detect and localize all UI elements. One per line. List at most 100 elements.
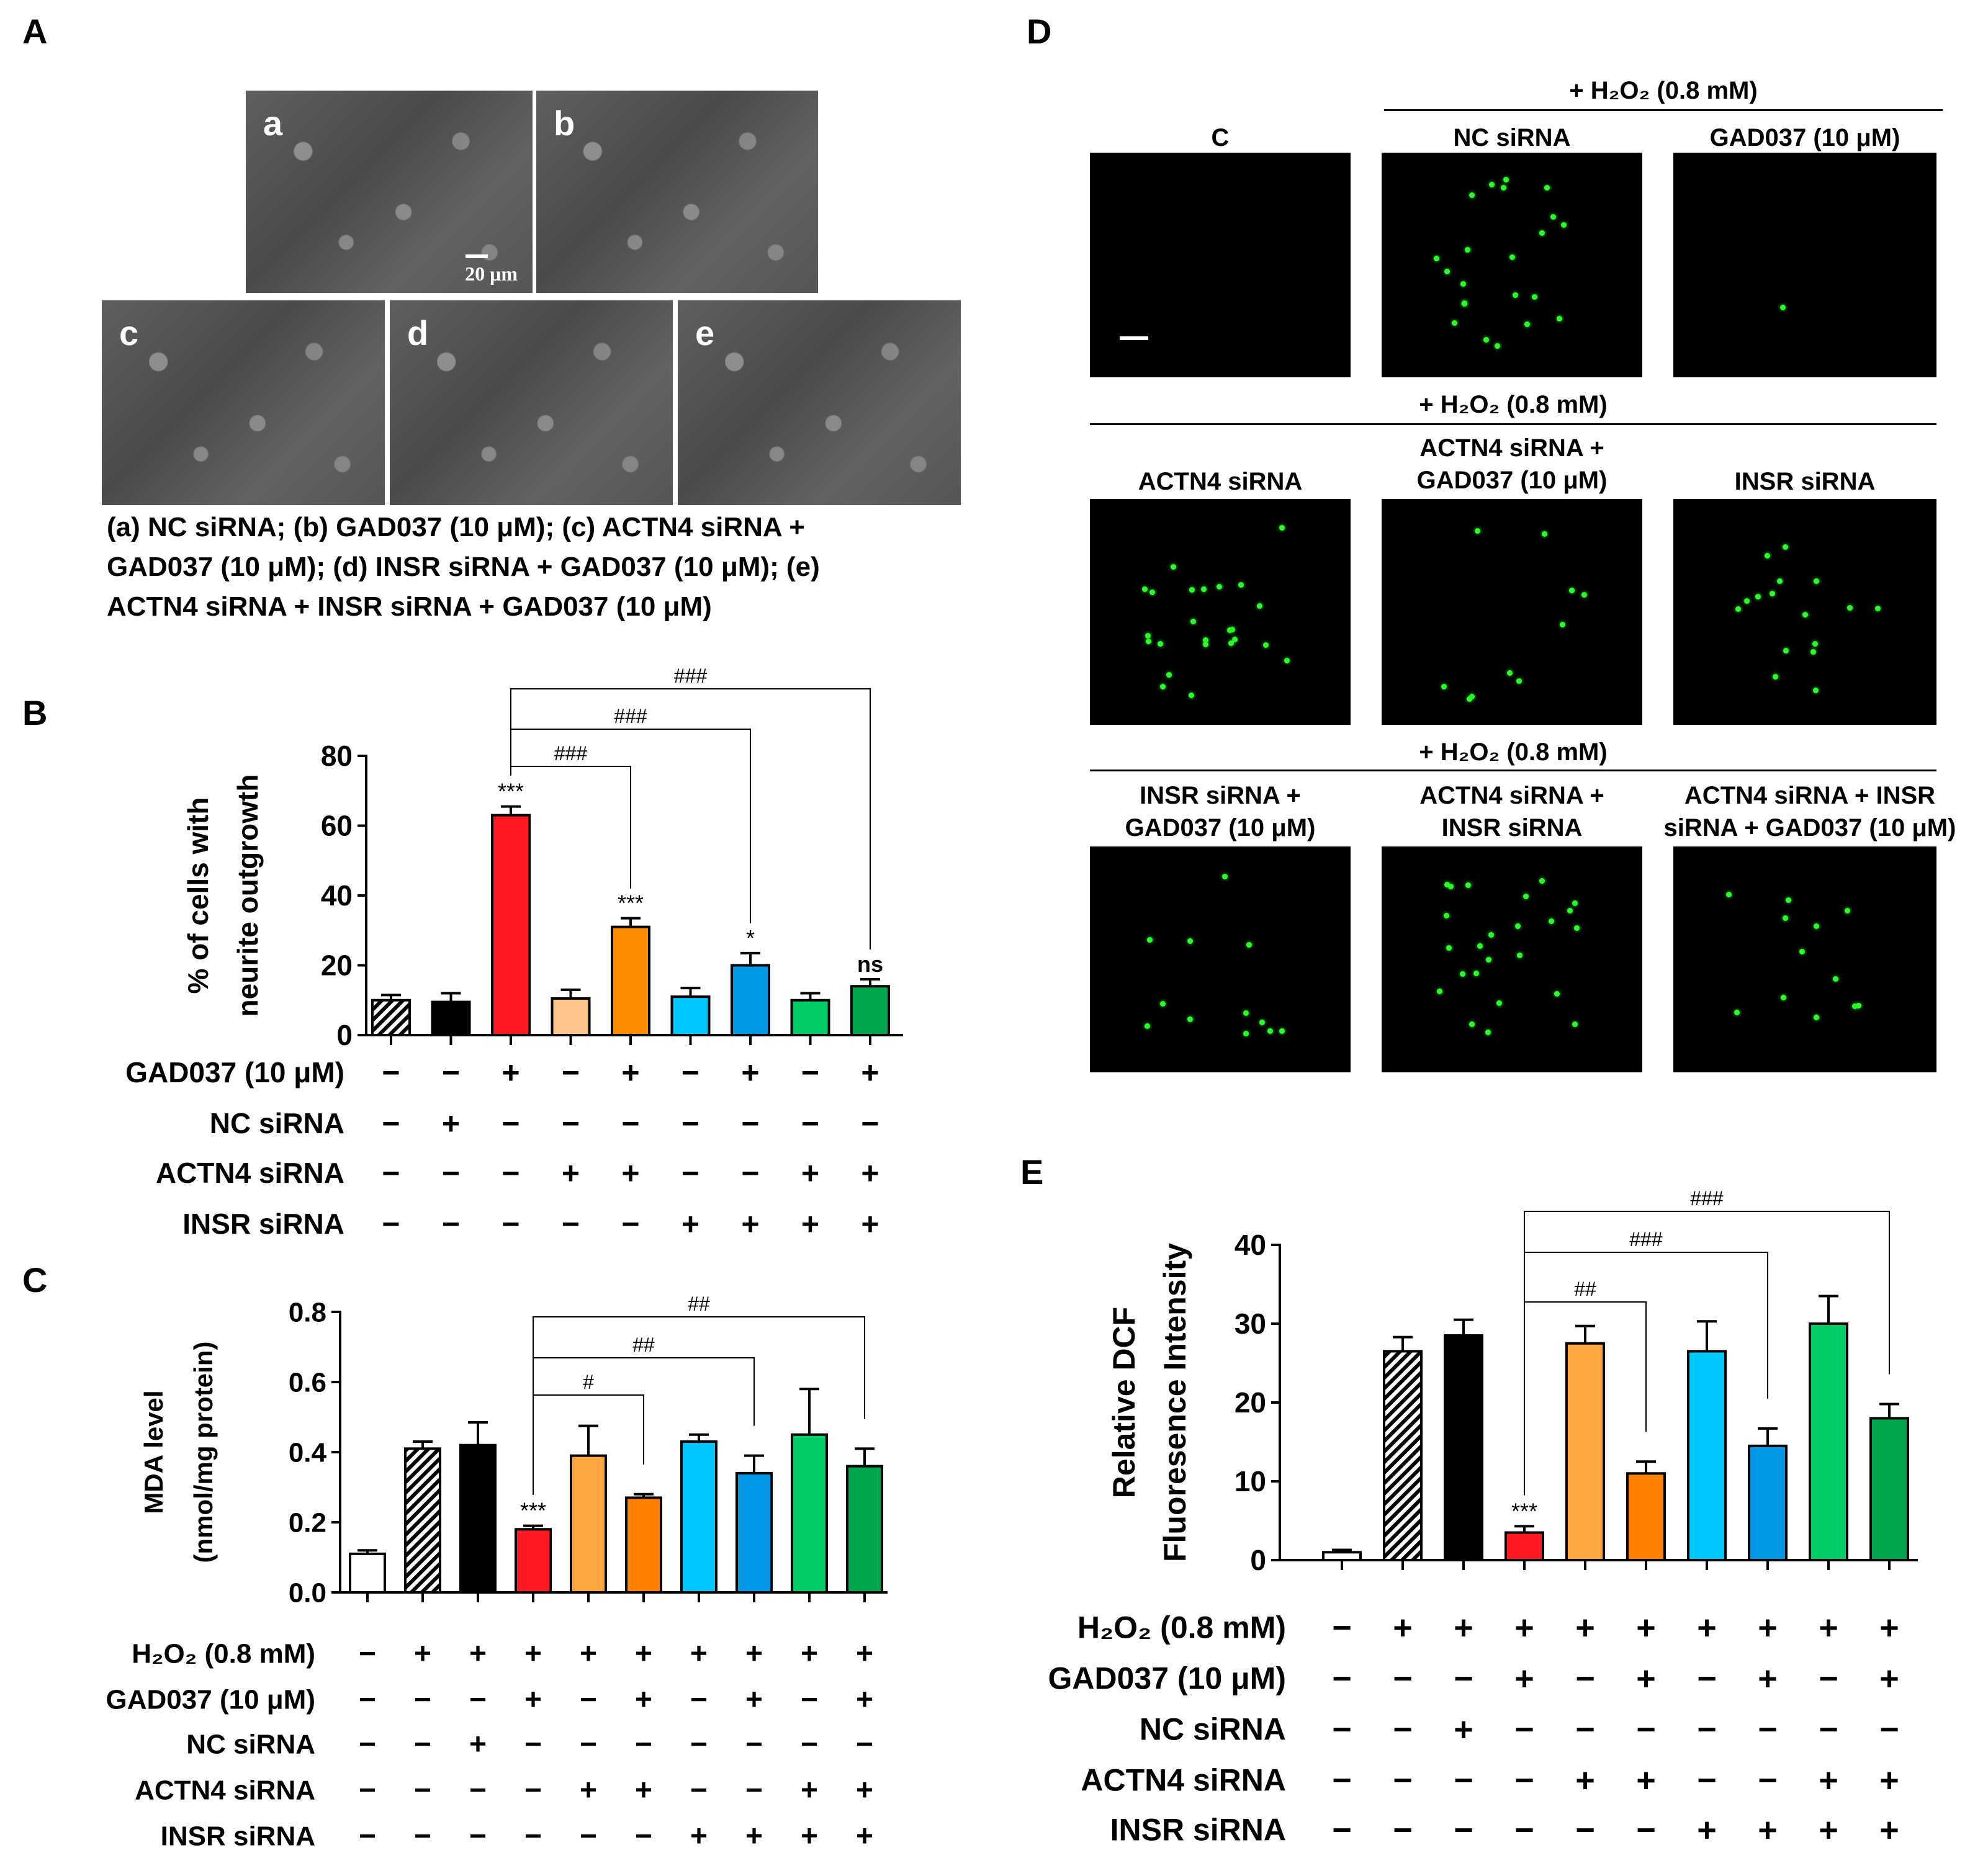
treatment-sign: + — [1636, 1660, 1656, 1697]
treatment-sign: − — [621, 1206, 639, 1241]
treatment-label: INSR siRNA — [161, 1821, 315, 1851]
fluorescent-cell — [1783, 648, 1789, 653]
treatment-sign: − — [562, 1206, 580, 1241]
comparison-bracket — [533, 1394, 644, 1495]
treatment-sign: − — [681, 1106, 699, 1141]
fluorescent-cell — [1469, 192, 1475, 198]
fluorescent-cell — [1485, 1030, 1491, 1035]
fluorescent-cell — [1475, 528, 1480, 534]
treatment-sign: − — [414, 1774, 431, 1807]
fluorescence-image — [1673, 499, 1936, 725]
fluorescent-cell — [1856, 1003, 1861, 1008]
treatment-sign: − — [501, 1156, 519, 1190]
fluorescent-cell — [1734, 1010, 1740, 1015]
bar — [1626, 1472, 1666, 1562]
y-tick-label: 0.6 — [289, 1367, 326, 1398]
fluorescent-cell — [1166, 672, 1172, 678]
bar — [515, 1528, 552, 1594]
fluorescent-cell — [1238, 582, 1244, 588]
fluorescent-cell — [1222, 874, 1228, 879]
bar — [431, 1000, 471, 1036]
fluorescent-cell — [1469, 694, 1475, 699]
treatment-sign: − — [745, 1728, 763, 1761]
fluorescent-cell — [1437, 989, 1442, 994]
treatment-sign: + — [856, 1638, 873, 1671]
y-tick-label: 30 — [1235, 1308, 1266, 1340]
treatment-sign: − — [801, 1728, 818, 1761]
treatment-sign: + — [861, 1206, 879, 1241]
treatment-sign: − — [1514, 1811, 1534, 1849]
micrograph-e: e — [678, 300, 961, 505]
bar — [1322, 1551, 1362, 1562]
fluorescent-cell — [1160, 1001, 1166, 1007]
fluorescent-cell — [1444, 882, 1450, 887]
treatment-sign: − — [1332, 1609, 1352, 1646]
treatment-sign: − — [359, 1638, 376, 1671]
treatment-sign: − — [359, 1684, 376, 1717]
treatment-sign: + — [1879, 1811, 1899, 1849]
panel-letter-c: C — [22, 1260, 47, 1299]
treatment-sign: − — [469, 1684, 487, 1717]
comparison-label: ### — [554, 742, 588, 765]
treatment-sign: + — [1819, 1762, 1838, 1799]
treatment-sign: + — [690, 1638, 708, 1671]
micrograph-label: b — [554, 104, 575, 143]
treatment-label: GAD037 (10 μM) — [106, 1684, 315, 1715]
treatment-sign: − — [690, 1684, 708, 1717]
treatment-sign: − — [1332, 1811, 1352, 1849]
treatment-sign: + — [1758, 1660, 1778, 1697]
y-tick-label: 0 — [336, 1019, 353, 1051]
y-tick-label: 0.8 — [289, 1297, 326, 1327]
treatment-sign: + — [1454, 1609, 1473, 1646]
bar — [404, 1447, 441, 1594]
comparison-label: ### — [614, 705, 647, 727]
comparison-label: ## — [688, 1293, 710, 1315]
bar — [1869, 1417, 1909, 1561]
fluorescent-cell — [1232, 637, 1238, 642]
treatment-sign: − — [414, 1684, 431, 1717]
comparison-bracket — [510, 729, 751, 923]
y-tick-label: 20 — [321, 949, 353, 982]
fluorescent-cell — [1243, 1010, 1249, 1016]
fluorescent-cell — [1581, 592, 1587, 598]
fluorescent-cell — [1799, 949, 1805, 954]
treatment-sign: − — [635, 1728, 652, 1761]
y-axis-label: Relative DCF — [1107, 1307, 1141, 1498]
bar — [551, 997, 591, 1036]
y-tick-label: 0 — [1250, 1544, 1266, 1576]
treatment-sign: + — [1758, 1609, 1778, 1646]
treatment-sign: + — [1575, 1609, 1595, 1646]
fluorescent-cell — [1465, 882, 1471, 888]
treatment-sign: + — [1819, 1811, 1838, 1849]
comparison-label: ### — [1690, 1187, 1724, 1209]
treatment-sign: − — [580, 1684, 597, 1717]
comparison-label: ## — [632, 1334, 655, 1356]
panel-a-caption: (a) NC siRNA; (b) GAD037 (10 μM); (c) AC… — [107, 508, 976, 627]
treatment-sign: − — [1879, 1711, 1899, 1748]
fluorescent-cell — [1814, 578, 1819, 584]
treatment-sign: − — [856, 1728, 873, 1761]
treatment-sign: − — [1393, 1762, 1413, 1799]
treatment-sign: + — [681, 1206, 699, 1241]
fluorescent-cell — [1875, 606, 1881, 611]
fluorescent-cell — [1203, 637, 1208, 643]
treatment-sign: + — [1514, 1609, 1534, 1646]
treatment-sign: − — [580, 1728, 597, 1761]
micrograph-d: d — [390, 300, 673, 505]
treatment-sign: + — [801, 1206, 819, 1241]
treatment-sign: + — [745, 1820, 763, 1853]
y-tick-label: 0.0 — [289, 1578, 326, 1608]
fluorescent-cell — [1489, 182, 1495, 187]
treatment-sign: + — [801, 1820, 818, 1853]
fluorescent-cell — [1448, 884, 1454, 889]
treatment-sign: − — [801, 1055, 819, 1090]
y-axis-label: % of cells with — [182, 797, 214, 994]
fluorescent-cell — [1516, 678, 1522, 684]
fluorescent-cell — [1554, 991, 1560, 997]
treatment-sign: − — [1575, 1711, 1595, 1748]
d-label: ACTN4 siRNA + INSR siRNA + GAD037 (10 μM… — [1663, 782, 1956, 841]
fluorescent-cell — [1781, 995, 1786, 1000]
treatment-sign: − — [359, 1728, 376, 1761]
fluorescent-cell — [1532, 294, 1537, 300]
